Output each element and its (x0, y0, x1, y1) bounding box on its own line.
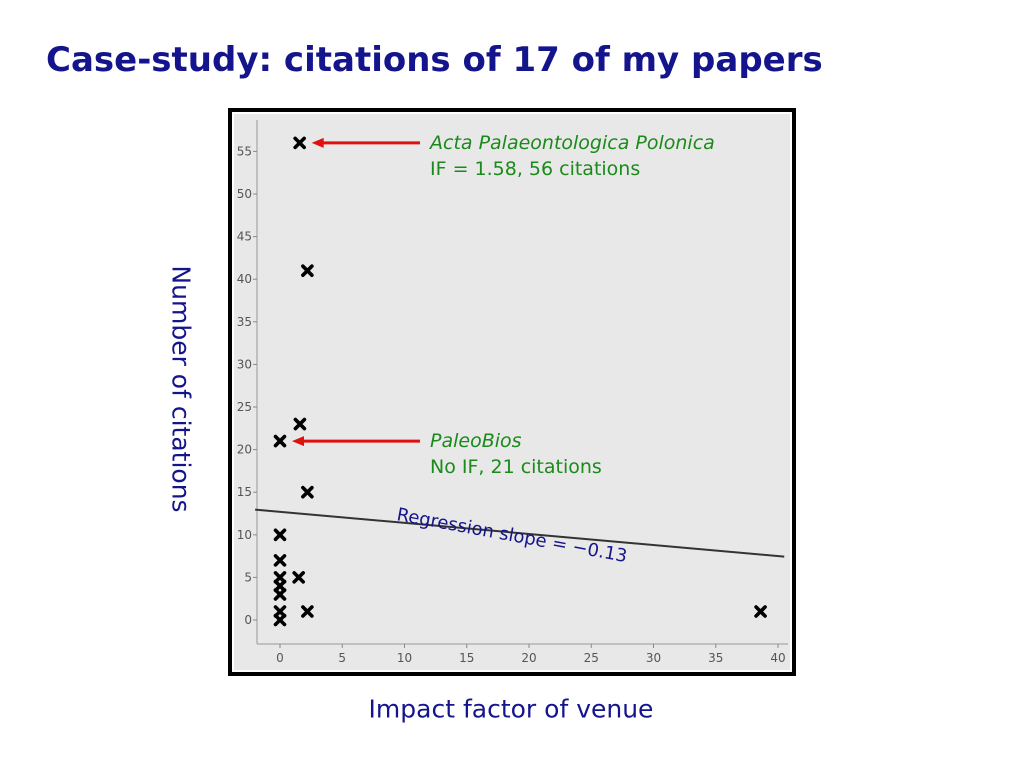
x-tick-label: 40 (770, 651, 785, 665)
y-tick-label: 5 (244, 570, 252, 584)
x-tick-label: 15 (459, 651, 474, 665)
x-tick-label: 0 (276, 651, 284, 665)
x-tick-label: 30 (646, 651, 661, 665)
y-tick-label: 40 (237, 272, 252, 286)
annotation-title: PaleoBios (430, 430, 522, 452)
x-tick-label: 20 (521, 651, 536, 665)
x-tick-label: 25 (584, 651, 599, 665)
y-tick-label: 15 (237, 485, 252, 499)
annotation-subtitle: IF = 1.58, 56 citations (430, 158, 640, 180)
annotation-subtitle: No IF, 21 citations (430, 456, 602, 478)
x-tick-label: 10 (397, 651, 412, 665)
y-tick-label: 25 (237, 400, 252, 414)
annotation-title: Acta Palaeontologica Polonica (428, 132, 715, 154)
y-tick-label: 0 (244, 613, 252, 627)
y-tick-label: 35 (237, 315, 252, 329)
y-tick-label: 50 (237, 187, 252, 201)
plot-background (234, 114, 790, 670)
x-tick-label: 35 (708, 651, 723, 665)
y-tick-label: 45 (237, 230, 252, 244)
y-tick-label: 55 (237, 144, 252, 158)
y-tick-label: 30 (237, 357, 252, 371)
y-tick-label: 10 (237, 528, 252, 542)
y-tick-label: 20 (237, 443, 252, 457)
x-tick-label: 5 (338, 651, 346, 665)
